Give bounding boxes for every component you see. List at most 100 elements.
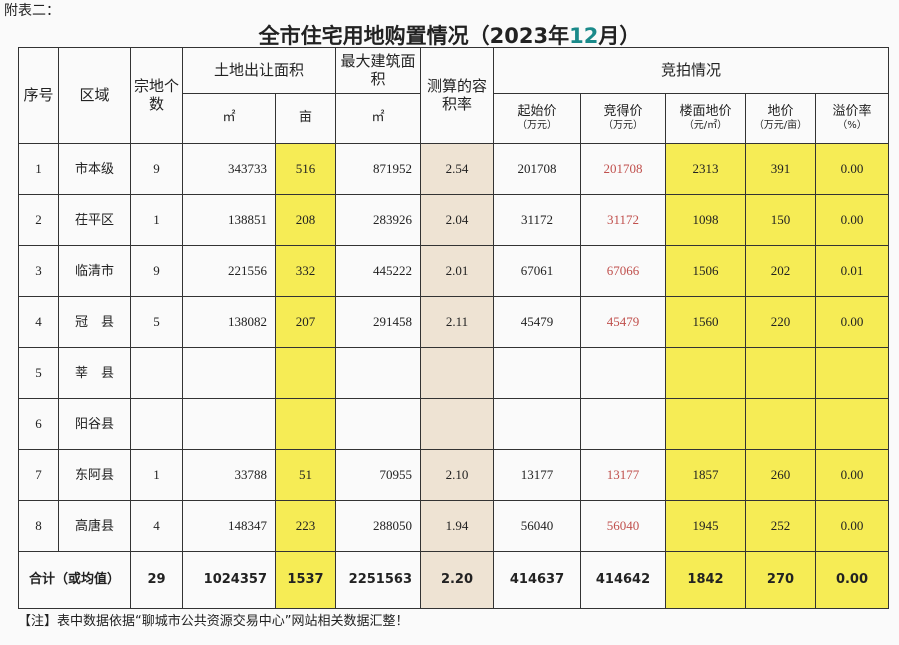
cell: 0.00 [815, 143, 889, 195]
cell: 2313 [665, 143, 746, 195]
cell: 茌平区 [58, 194, 131, 246]
cell: 343733 [182, 143, 276, 195]
cell: 9 [130, 143, 183, 195]
cell: 7 [18, 449, 59, 501]
cell: 33788 [182, 449, 276, 501]
row: 8 高唐县 4 148347 223 288050 1.94 56040 56040 1945 25… [18, 500, 889, 552]
header-text: 地价 [767, 104, 794, 120]
cell: 29 [130, 551, 183, 609]
header-text: 起始价 [517, 104, 557, 120]
header-cell: 宗地个数 [130, 47, 183, 144]
row: 7 东阿县 1 33788 51 70955 2.10 13177 13177 1857 260 0.… [18, 449, 889, 501]
cell: 2.04 [420, 194, 494, 246]
header-text: 溢价率 [832, 104, 872, 120]
total-row: 合计（或均值） 29 1024357 1537 2251563 2.20 414637 414… [18, 551, 889, 609]
header-cell: ㎡ [335, 93, 421, 144]
cell: 4 [18, 296, 59, 348]
cell: 合计（或均值） [18, 551, 131, 609]
header-unit: （万元） [517, 120, 557, 132]
cell: 56040 [580, 500, 666, 552]
cell [130, 347, 183, 399]
header-unit: （%） [837, 120, 867, 132]
header-unit: （万元） [603, 120, 643, 132]
title-month: 12 [569, 24, 599, 48]
cell: 1560 [665, 296, 746, 348]
cell: 高唐县 [58, 500, 131, 552]
cell [275, 398, 336, 450]
header-cell: 序号 [18, 47, 59, 144]
cell: 1857 [665, 449, 746, 501]
cell: 0.00 [815, 500, 889, 552]
cell [493, 398, 581, 450]
cell: 67061 [493, 245, 581, 297]
header-cell: 土地出让面积 [182, 47, 336, 94]
header-cell: 楼面地价 （元/㎡） [665, 93, 746, 144]
cell: 临清市 [58, 245, 131, 297]
cell: 445222 [335, 245, 421, 297]
cell: 148347 [182, 500, 276, 552]
cell: 阳谷县 [58, 398, 131, 450]
cell: 332 [275, 245, 336, 297]
cell [130, 398, 183, 450]
cell: 13177 [580, 449, 666, 501]
cell: 0.00 [815, 194, 889, 246]
cell: 208 [275, 194, 336, 246]
cell: 8 [18, 500, 59, 552]
cell: 260 [745, 449, 816, 501]
cell: 291458 [335, 296, 421, 348]
cell: 4 [130, 500, 183, 552]
cell: 13177 [493, 449, 581, 501]
cell: 5 [18, 347, 59, 399]
cell: 201708 [493, 143, 581, 195]
cell: 1842 [665, 551, 746, 609]
title-start: 全市住宅用地购置情况（2023年 [258, 24, 570, 48]
cell: 51 [275, 449, 336, 501]
cell [335, 347, 421, 399]
header-cell: 竞拍情况 [493, 47, 889, 94]
cell: 1024357 [182, 551, 276, 609]
cell: 220 [745, 296, 816, 348]
cell: 莘 县 [58, 347, 131, 399]
cell: 871952 [335, 143, 421, 195]
cell: 1.94 [420, 500, 494, 552]
cell: 414637 [493, 551, 581, 609]
row: 2 茌平区 1 138851 208 283926 2.04 31172 31172 1098 15… [18, 194, 889, 246]
cell: 1 [18, 143, 59, 195]
cell [182, 398, 276, 450]
cell: 3 [18, 245, 59, 297]
row: 6 阳谷县 [18, 398, 889, 450]
cell: 283926 [335, 194, 421, 246]
cell: 2251563 [335, 551, 421, 609]
cell: 1506 [665, 245, 746, 297]
cell: 0.01 [815, 245, 889, 297]
cell: 31172 [580, 194, 666, 246]
cell [420, 347, 494, 399]
cell: 31172 [493, 194, 581, 246]
cell: 5 [130, 296, 183, 348]
cell: 1 [130, 194, 183, 246]
cell: 391 [745, 143, 816, 195]
header-cell: 溢价率 （%） [815, 93, 889, 144]
cell: 1945 [665, 500, 746, 552]
cell: 2.54 [420, 143, 494, 195]
cell: 2 [18, 194, 59, 246]
cell [815, 347, 889, 399]
header-cell: 竞得价 （万元） [580, 93, 666, 144]
cell [580, 347, 666, 399]
title: 全市住宅用地购置情况（2023年12月） [0, 20, 899, 50]
cell: 9 [130, 245, 183, 297]
cell [665, 398, 746, 450]
cell: 270 [745, 551, 816, 609]
cell: 45479 [580, 296, 666, 348]
cell: 56040 [493, 500, 581, 552]
header-cell: 区域 [58, 47, 131, 144]
cell: 252 [745, 500, 816, 552]
cell: 2.10 [420, 449, 494, 501]
header-cell: 地价 （万元/亩） [745, 93, 816, 144]
cell: 288050 [335, 500, 421, 552]
cell [580, 398, 666, 450]
cell: 2.11 [420, 296, 494, 348]
